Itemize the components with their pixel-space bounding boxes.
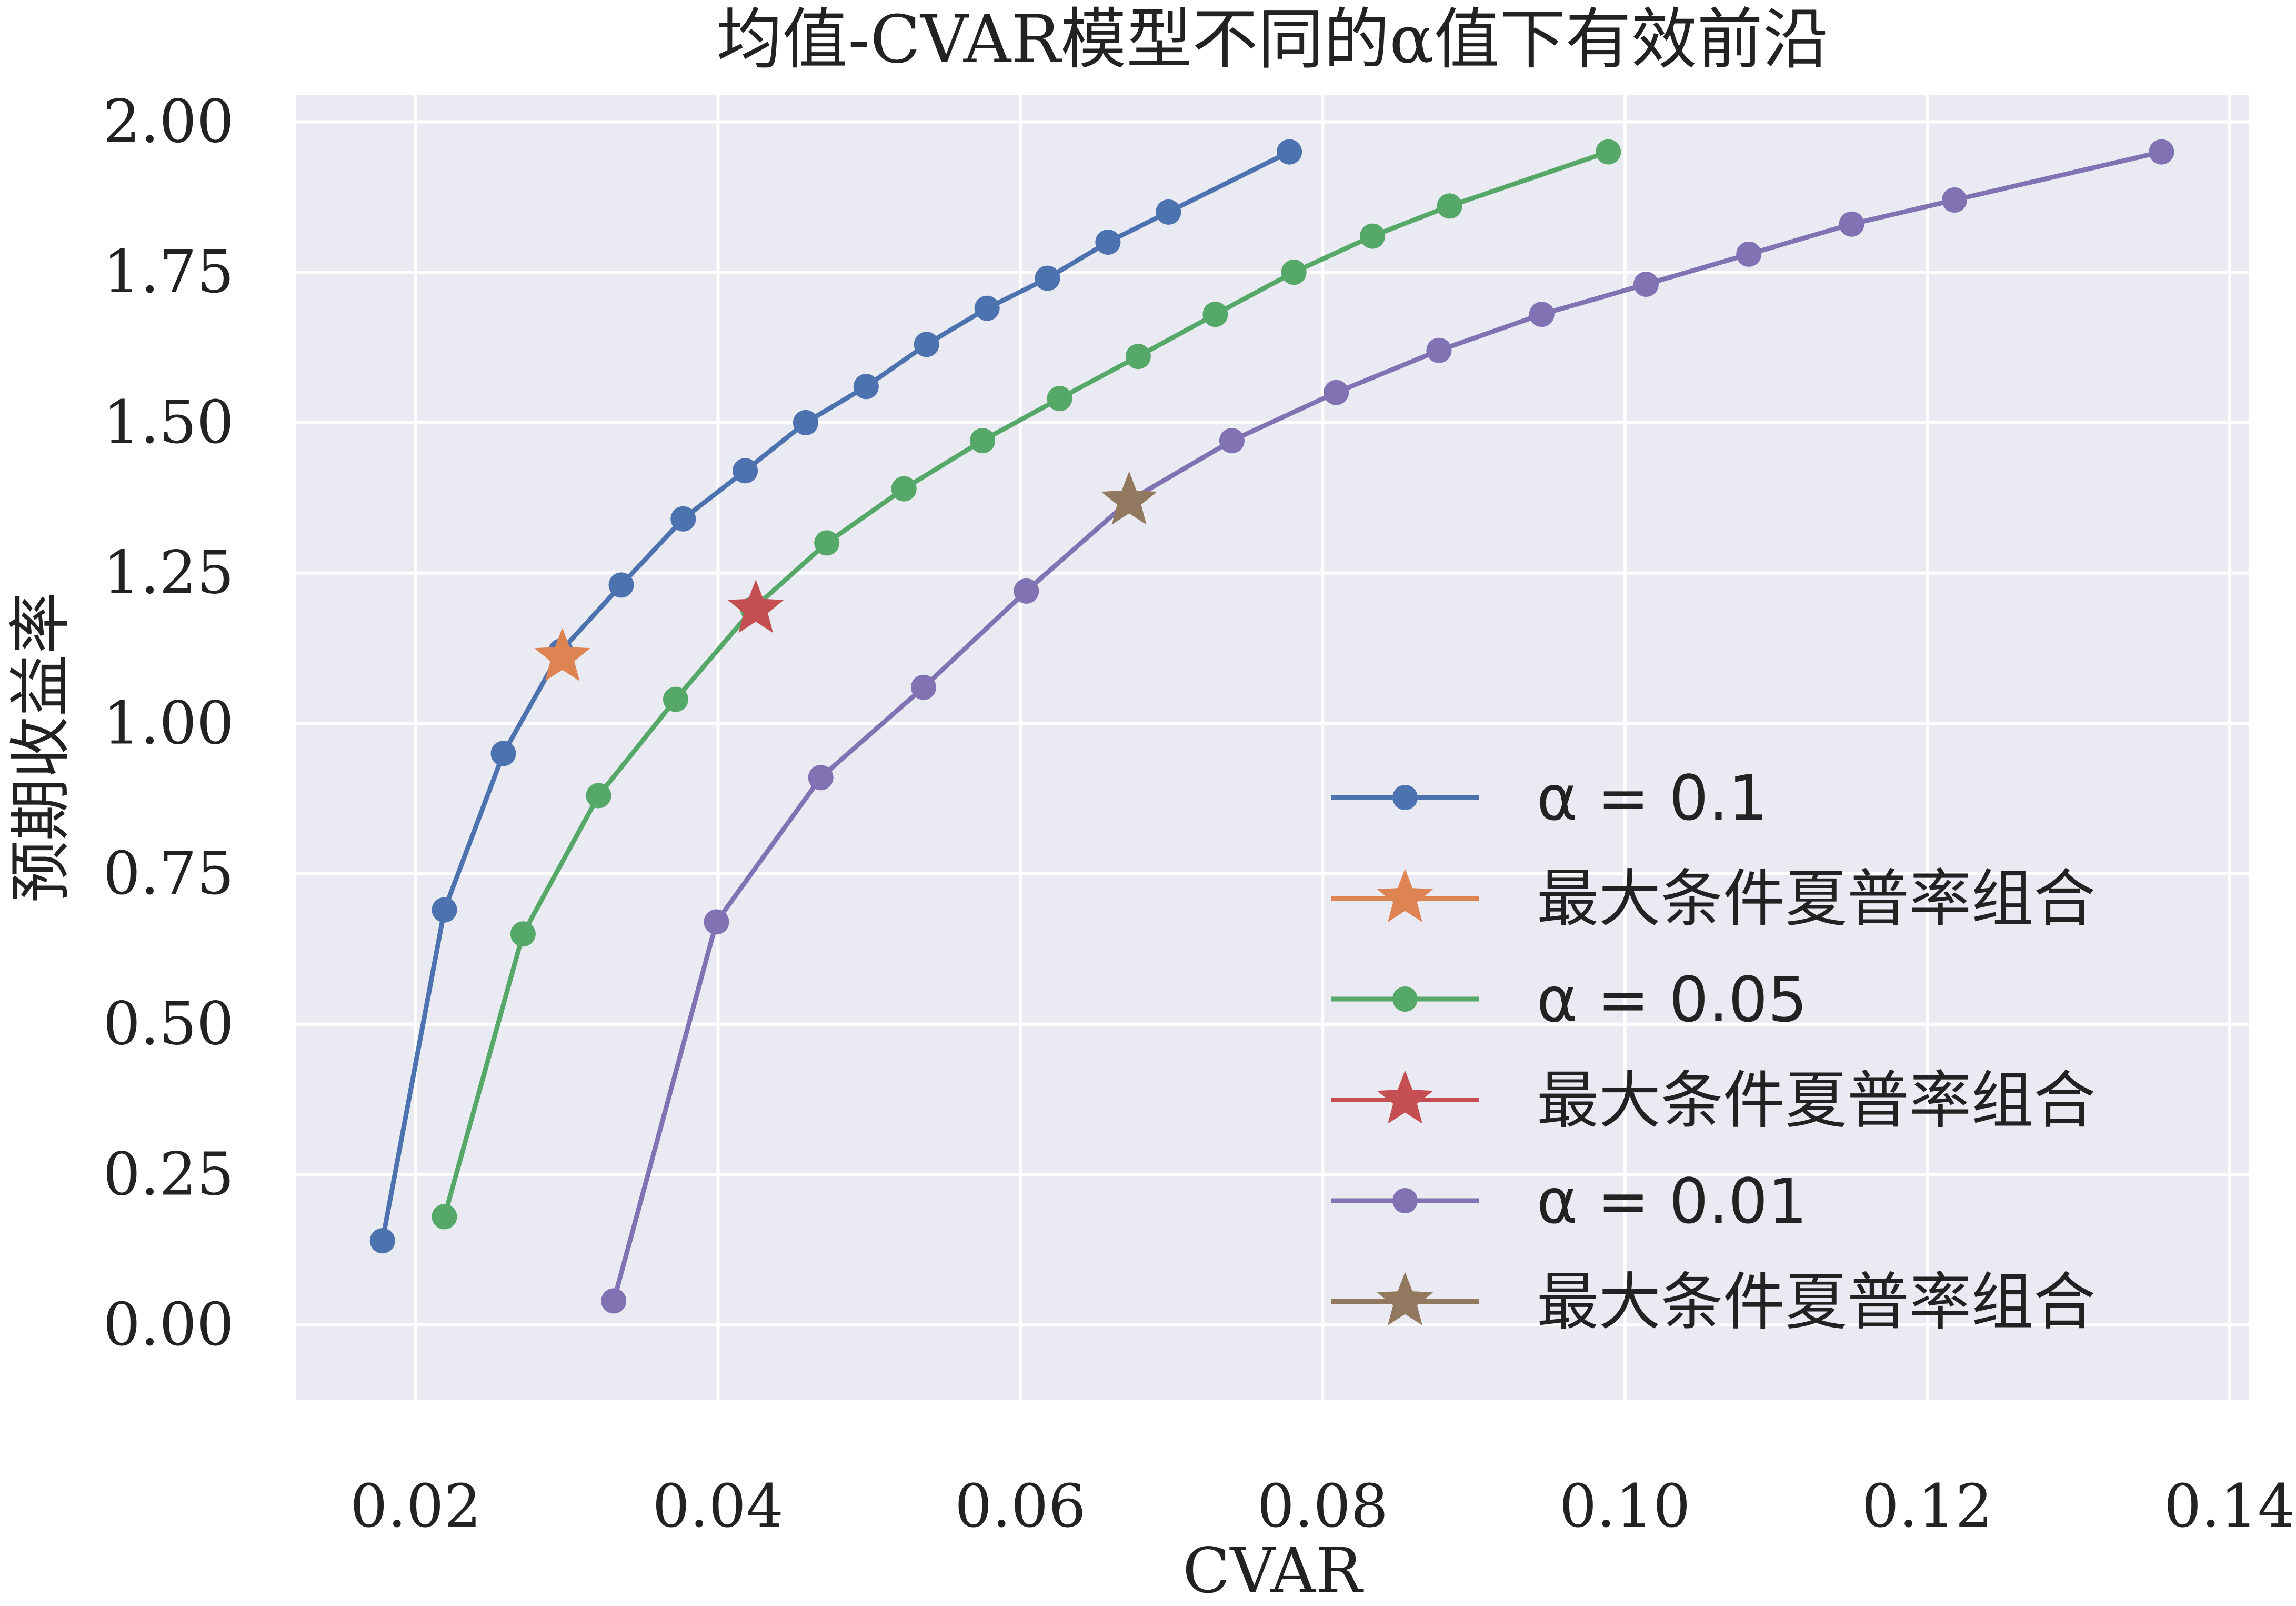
- x-tick-label: 0.14: [2164, 1472, 2295, 1541]
- data-point: [1281, 260, 1307, 285]
- legend-label: α = 0.1: [1537, 762, 1768, 834]
- data-point: [1736, 241, 1762, 267]
- y-tick-label: 0.75: [103, 840, 234, 908]
- y-tick-label: 1.00: [103, 689, 234, 757]
- y-tick-label: 2.00: [103, 87, 234, 156]
- data-point: [1529, 302, 1555, 327]
- data-point: [1426, 337, 1452, 363]
- data-point: [490, 741, 516, 766]
- y-tick-label: 0.50: [103, 990, 234, 1059]
- plot-area: [296, 95, 2249, 1400]
- x-tick-label: 0.02: [350, 1472, 481, 1541]
- y-tick-label: 0.00: [103, 1291, 234, 1359]
- legend-label: 最大条件夏普率组合: [1537, 1266, 2096, 1339]
- legend-marker: [1392, 1188, 1418, 1213]
- data-point: [911, 674, 937, 700]
- data-point: [601, 1288, 627, 1314]
- data-point: [1125, 344, 1151, 370]
- x-tick-label: 0.08: [1257, 1472, 1388, 1541]
- legend-label: α = 0.01: [1537, 1165, 1807, 1238]
- data-point: [432, 1204, 457, 1230]
- data-point: [1014, 578, 1039, 604]
- series-5: [1101, 471, 1157, 525]
- data-point: [510, 921, 536, 947]
- y-tick-label: 1.25: [103, 539, 234, 607]
- data-point: [369, 1228, 395, 1254]
- legend-label: α = 0.05: [1537, 963, 1807, 1036]
- data-point: [1047, 386, 1072, 412]
- y-tick-label: 1.75: [103, 238, 234, 306]
- data-point: [670, 506, 696, 532]
- legend-marker: [1377, 1070, 1433, 1124]
- data-point: [704, 909, 729, 935]
- data-point: [1202, 302, 1228, 327]
- x-axis-label: CVAR: [1182, 1534, 1364, 1606]
- series-4: [601, 139, 2174, 1314]
- data-point: [1277, 139, 1302, 165]
- legend-label: 最大条件夏普率组合: [1537, 863, 2096, 935]
- x-tick-label: 0.10: [1559, 1472, 1690, 1541]
- data-point: [1324, 380, 1349, 405]
- y-tick-label: 1.50: [103, 388, 234, 457]
- data-point: [1095, 230, 1121, 255]
- data-point: [808, 765, 834, 791]
- legend-item: α = 0.01: [1331, 1165, 1807, 1238]
- legend: α = 0.1 最大条件夏普率组合 α = 0.05 最大条件夏普率组合 α = 0.0…: [1331, 762, 2096, 1339]
- series-layer: [369, 139, 2174, 1314]
- legend-item: 最大条件夏普率组合: [1331, 863, 2096, 935]
- x-tick-label: 0.12: [1862, 1472, 1993, 1541]
- data-point: [814, 530, 840, 556]
- data-point: [733, 458, 758, 484]
- x-tick-label: 0.06: [955, 1472, 1086, 1541]
- data-point: [1219, 428, 1245, 454]
- legend-marker: [1392, 785, 1418, 810]
- y-axis-label: 预期收益率: [4, 592, 77, 903]
- series-1: [534, 627, 590, 681]
- legend-marker: [1377, 869, 1433, 922]
- data-point: [891, 476, 917, 502]
- data-point: [1941, 187, 1967, 213]
- legend-item: 最大条件夏普率组合: [1331, 1064, 2096, 1137]
- data-point: [970, 428, 996, 454]
- data-point: [974, 295, 1000, 321]
- data-point: [2149, 139, 2174, 165]
- data-point: [914, 332, 939, 357]
- max-sharpe-star: [1101, 471, 1157, 525]
- legend-marker: [1377, 1272, 1433, 1325]
- legend-item: α = 0.05: [1331, 963, 1807, 1036]
- series-3: [727, 580, 784, 633]
- legend-item: 最大条件夏普率组合: [1331, 1266, 2096, 1339]
- x-tick-label: 0.04: [653, 1472, 784, 1541]
- data-point: [432, 897, 457, 923]
- chart-title: 均值-CVAR模型不同的α值下有效前沿: [716, 2, 1828, 78]
- data-point: [1633, 272, 1659, 297]
- y-tick-labels: 0.00 0.25 0.50 0.75 1.00 1.25 1.50 1.75 2.00: [103, 87, 234, 1359]
- data-point: [853, 374, 879, 400]
- data-point: [663, 686, 688, 712]
- data-point: [1035, 265, 1060, 291]
- legend-item: α = 0.1: [1331, 762, 1768, 834]
- legend-label: 最大条件夏普率组合: [1537, 1064, 2096, 1137]
- data-point: [1596, 139, 1621, 165]
- data-point: [608, 572, 634, 598]
- data-point: [586, 783, 611, 809]
- data-point: [1437, 193, 1462, 219]
- max-sharpe-star: [727, 580, 784, 633]
- data-point: [1360, 223, 1386, 249]
- data-point: [1839, 211, 1864, 237]
- y-tick-label: 0.25: [103, 1140, 234, 1209]
- max-sharpe-star: [534, 627, 590, 681]
- legend-marker: [1392, 986, 1418, 1012]
- data-point: [1156, 199, 1181, 225]
- data-point: [793, 410, 818, 435]
- x-tick-labels: 0.02 0.04 0.06 0.08 0.10 0.12 0.14: [350, 1472, 2295, 1541]
